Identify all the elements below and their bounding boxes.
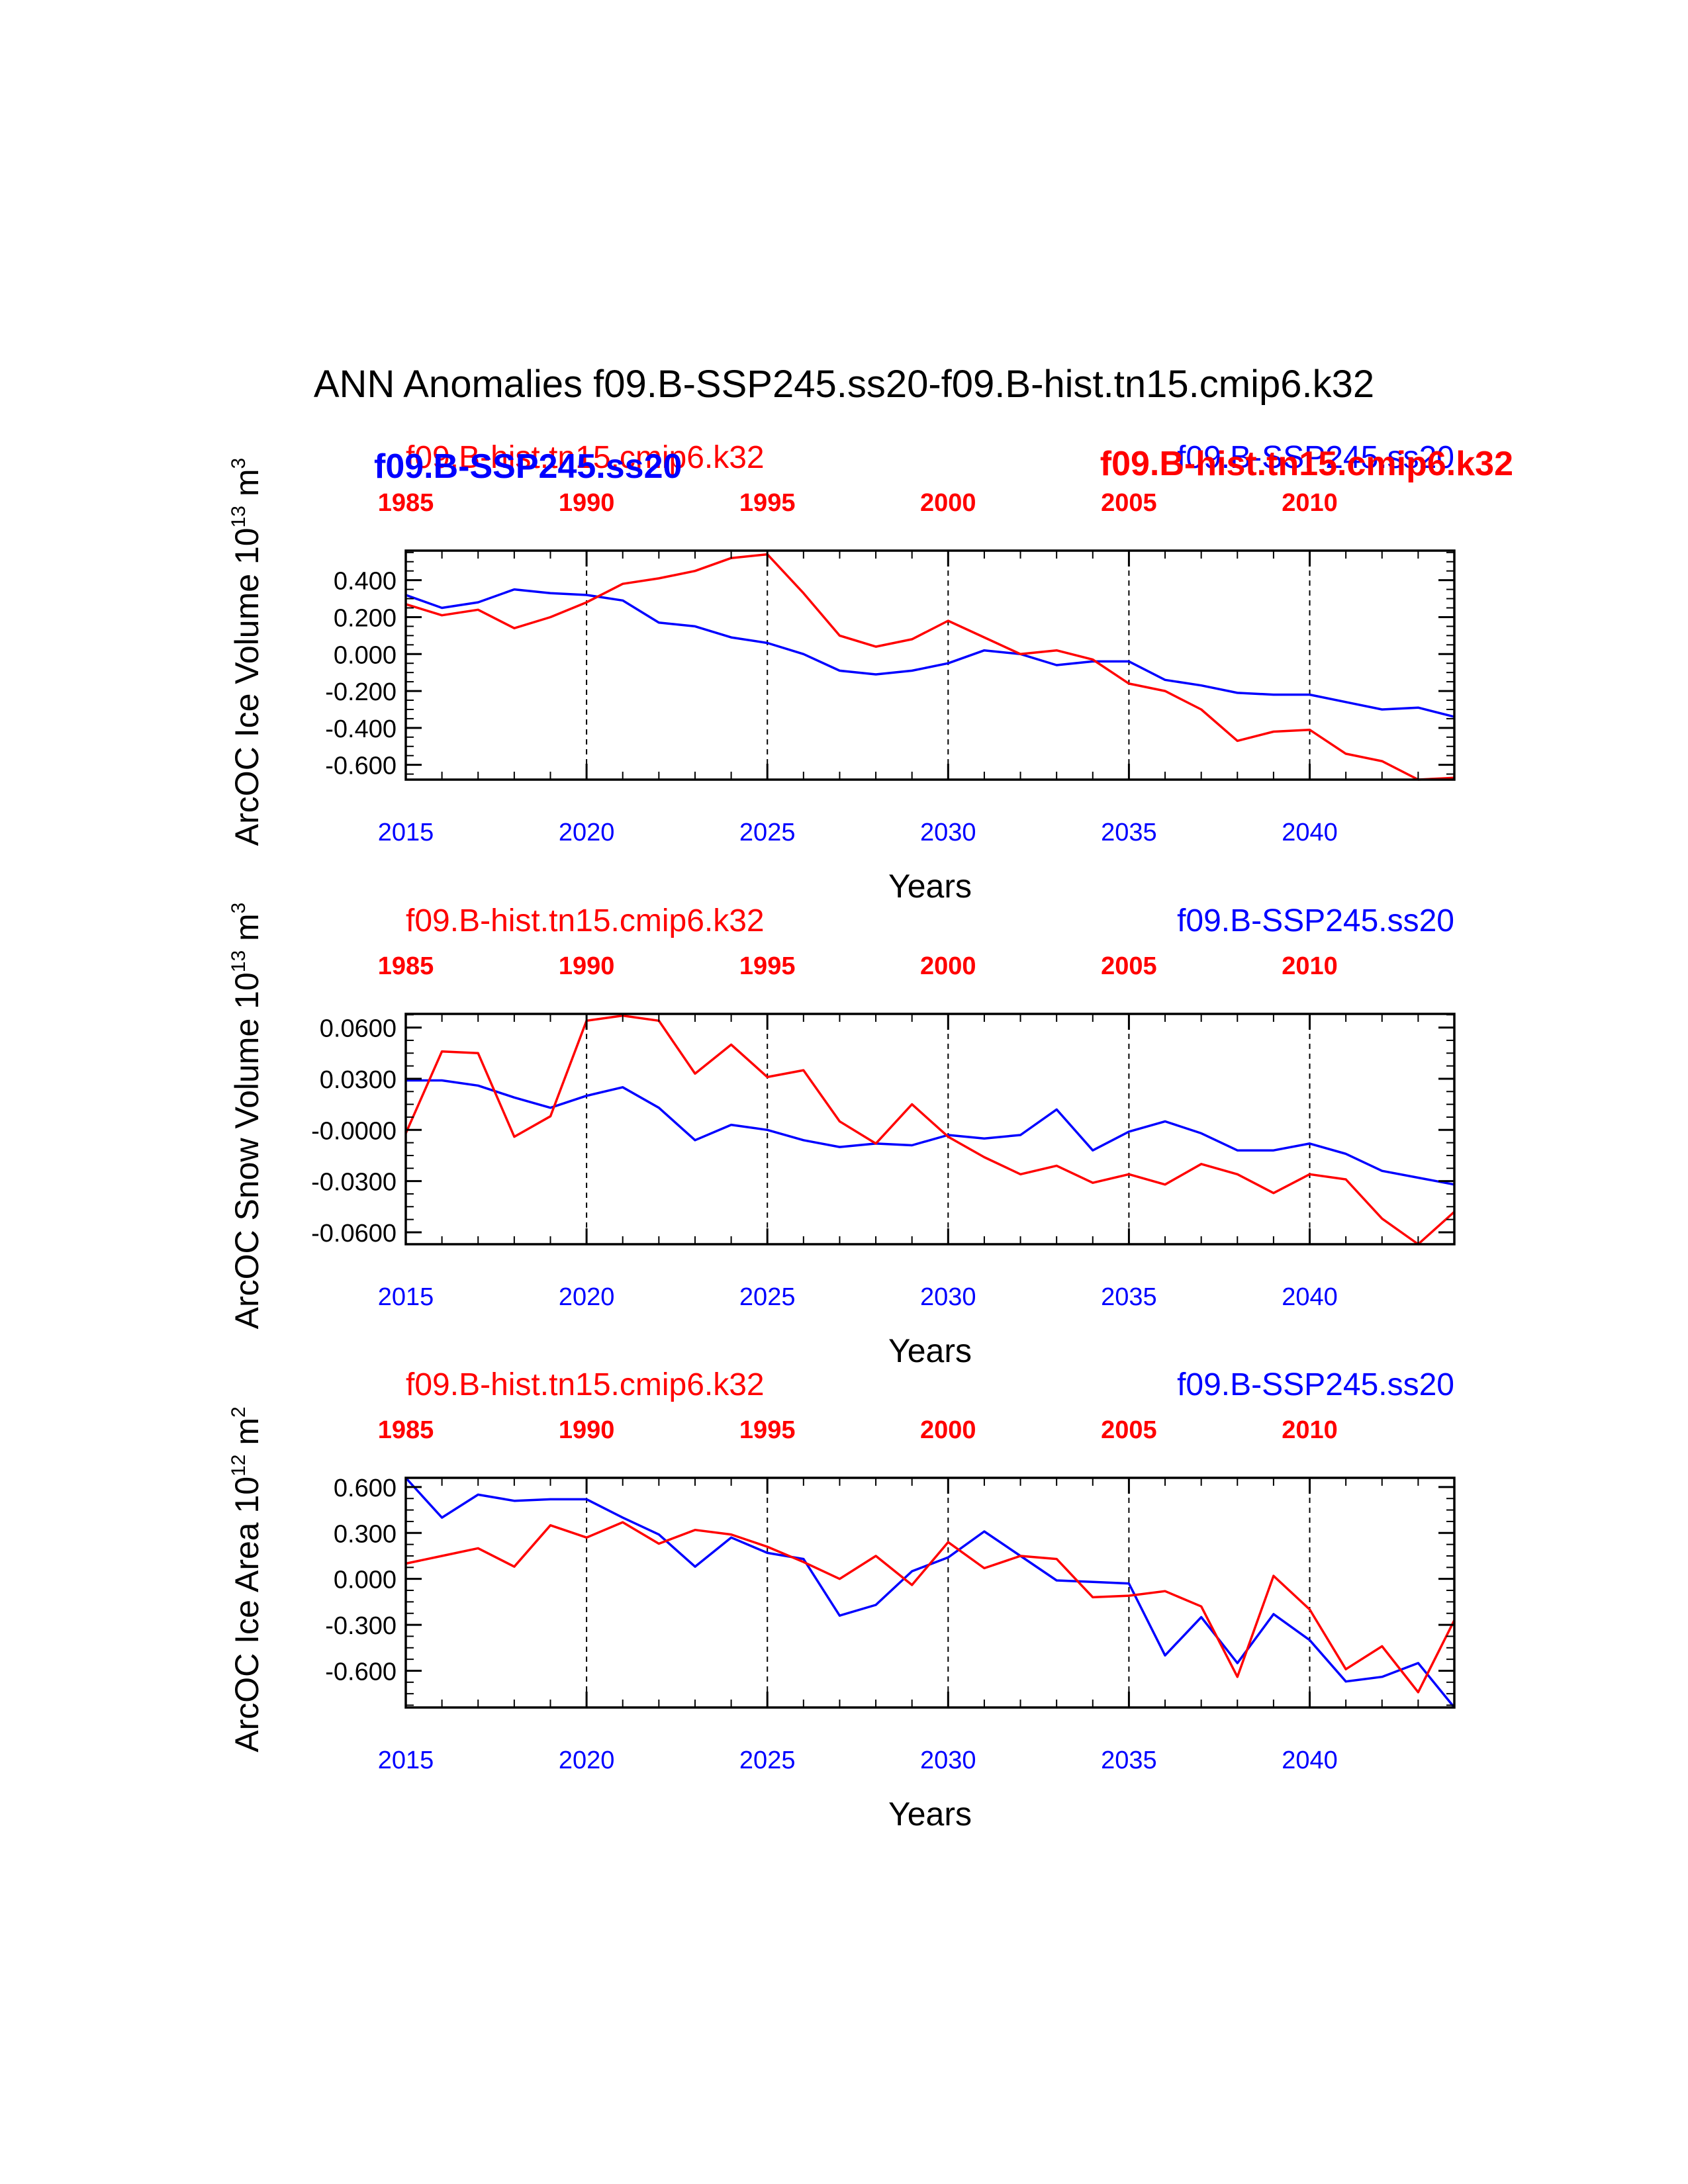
x-axis-label: Years — [888, 1332, 972, 1369]
x-tick-label-bottom: 2025 — [739, 1283, 796, 1311]
y-tick-label: 0.600 — [334, 1475, 397, 1502]
panel-1: 0.400 0.200 0.000 -0.200 -0.400 -0.600 2015 198… — [228, 440, 1456, 905]
y-tick-label: 0.0600 — [320, 1015, 397, 1043]
x-tick-label-top: 1985 — [378, 952, 434, 980]
y-axis-label-part: 2 — [228, 1406, 250, 1418]
y-axis-label: ArcOC Snow Volume 1013 m3 — [228, 903, 265, 1330]
x-tick-label-top: 1985 — [378, 489, 434, 517]
x-tick-label-top: 1990 — [559, 1416, 615, 1444]
y-tick-label: 0.000 — [334, 1567, 397, 1594]
y-axis-label: ArcOC Ice Volume 1013 m3 — [228, 458, 265, 846]
y-tick-label: -0.0000 — [311, 1117, 397, 1145]
x-tick-label-top: 2005 — [1101, 952, 1157, 980]
figure-title: ANN Anomalies f09.B-SSP245.ss20-f09.B-hi… — [314, 363, 1374, 406]
x-tick-label-top: 2010 — [1282, 489, 1338, 517]
x-tick-label-top: 2005 — [1101, 489, 1157, 517]
x-tick-label-bottom: 2040 — [1282, 819, 1338, 846]
plot-frame — [404, 1013, 1456, 1246]
y-axis-label: ArcOC Ice Area 1012 m2 — [228, 1406, 265, 1752]
x-tick-label-bottom: 2035 — [1101, 1747, 1157, 1774]
x-tick-label-bottom: 2035 — [1101, 819, 1157, 846]
y-axis-label-part: 12 — [228, 1455, 250, 1477]
plot-frame — [404, 1477, 1456, 1709]
series-line-hist — [404, 1014, 1456, 1246]
series-line-ssp245 — [406, 1079, 1455, 1186]
y-axis-label-part: 3 — [228, 458, 250, 469]
x-axis-label: Years — [888, 868, 972, 905]
x-tick-label-bottom: 2015 — [378, 819, 434, 846]
y-tick-label: -0.0600 — [311, 1220, 397, 1248]
y-tick-label: -0.200 — [325, 678, 397, 706]
y-tick-label: 0.200 — [334, 604, 397, 632]
x-tick-label-top: 2000 — [920, 489, 976, 517]
x-tick-label-top: 1990 — [559, 952, 615, 980]
y-tick-label: 0.0300 — [320, 1066, 397, 1094]
y-tick-label: 0.300 — [334, 1520, 397, 1548]
x-tick-label-bottom: 2015 — [378, 1747, 434, 1774]
y-axis-label-part: m — [228, 913, 265, 950]
x-tick-label-bottom: 2020 — [559, 1283, 615, 1311]
y-axis-label-part: m — [228, 469, 265, 506]
overlay-labels: f09.B-SSP245.ss20 f09.B-hist.tn15.cmip6.… — [374, 445, 1513, 486]
x-tick-label-bottom: 2025 — [739, 1747, 796, 1774]
series-line-hist — [405, 1521, 1456, 1694]
y-axis-label-part: 13 — [228, 506, 250, 527]
series-line-hist — [405, 553, 1455, 781]
x-tick-label-top: 2010 — [1282, 952, 1338, 980]
x-tick-label-top: 2000 — [920, 1416, 976, 1444]
panel-3: 0.600 0.300 0.000 -0.300 -0.600 2015 1985 2020 1… — [228, 1367, 1456, 1833]
panel-header-right: f09.B-SSP245.ss20 — [1177, 440, 1454, 475]
overlay-label-left: f09.B-SSP245.ss20 — [374, 447, 682, 486]
panels: 0.400 0.200 0.000 -0.200 -0.400 -0.600 2015 198… — [228, 440, 1456, 1833]
y-tick-label: -0.0300 — [311, 1169, 397, 1197]
y-axis-label-part: 13 — [228, 950, 250, 972]
x-tick-label-bottom: 2030 — [920, 1283, 976, 1311]
x-tick-label-top: 2010 — [1282, 1416, 1338, 1444]
y-tick-label: -0.600 — [325, 1658, 397, 1686]
y-tick-label: 0.000 — [334, 641, 397, 669]
x-axis-label: Years — [888, 1796, 972, 1833]
y-axis-label-part: m — [228, 1418, 265, 1455]
y-axis-label-part: ArcOC Ice Area 10 — [228, 1477, 265, 1752]
x-tick-label-bottom: 2015 — [378, 1283, 434, 1311]
panel-header-right: f09.B-SSP245.ss20 — [1177, 903, 1454, 938]
panel-2: 0.0600 0.0300 -0.0000 -0.0300 -0.0600 2015 198… — [228, 903, 1456, 1369]
series-line-ssp245 — [405, 588, 1455, 718]
x-tick-label-bottom: 2040 — [1282, 1283, 1338, 1311]
y-axis-label-part: 3 — [228, 903, 250, 914]
panel-header-right: f09.B-SSP245.ss20 — [1177, 1367, 1454, 1402]
x-tick-label-bottom: 2020 — [559, 819, 615, 846]
y-axis-label-part: ArcOC Snow Volume 10 — [228, 972, 265, 1329]
x-tick-label-top: 1985 — [378, 1416, 434, 1444]
panel-header-left: f09.B-hist.tn15.cmip6.k32 — [406, 440, 765, 475]
y-tick-label: -0.300 — [325, 1612, 397, 1640]
series-line-ssp245 — [404, 1477, 1456, 1709]
x-tick-label-bottom: 2040 — [1282, 1747, 1338, 1774]
x-tick-label-top: 1995 — [739, 489, 796, 517]
x-tick-label-bottom: 2025 — [739, 819, 796, 846]
y-axis-label-part: ArcOC Ice Volume 10 — [228, 527, 265, 846]
x-tick-label-top: 1995 — [739, 952, 796, 980]
x-tick-label-bottom: 2035 — [1101, 1283, 1157, 1311]
x-tick-label-bottom: 2020 — [559, 1747, 615, 1774]
plot-frame — [404, 549, 1456, 781]
overlay-label-right: f09.B-hist.tn15.cmip6.k32 — [1100, 445, 1513, 483]
panel-header-left: f09.B-hist.tn15.cmip6.k32 — [406, 903, 765, 938]
panel-header-left: f09.B-hist.tn15.cmip6.k32 — [406, 1367, 765, 1402]
x-tick-label-top: 1990 — [559, 489, 615, 517]
x-tick-label-top: 1995 — [739, 1416, 796, 1444]
y-tick-label: -0.600 — [325, 752, 397, 780]
x-tick-label-bottom: 2030 — [920, 819, 976, 846]
x-tick-label-top: 2005 — [1101, 1416, 1157, 1444]
y-tick-label: -0.400 — [325, 715, 397, 743]
x-tick-label-top: 2000 — [920, 952, 976, 980]
x-tick-label-bottom: 2030 — [920, 1747, 976, 1774]
y-tick-label: 0.400 — [334, 568, 397, 596]
